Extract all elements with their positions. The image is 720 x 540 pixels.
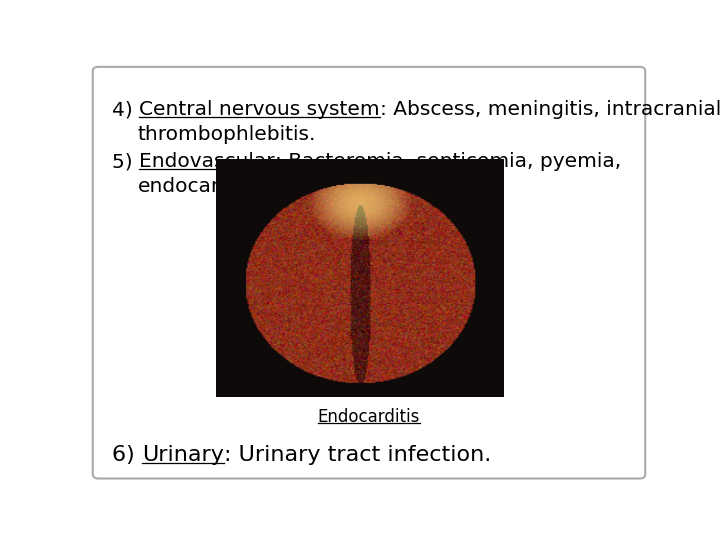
Text: 5): 5): [112, 152, 140, 171]
Text: : Urinary tract infection.: : Urinary tract infection.: [224, 446, 491, 465]
Text: Central nervous system: Central nervous system: [140, 100, 380, 119]
Text: 4): 4): [112, 100, 140, 119]
Text: : Bacteremia, septicemia, pyemia,: : Bacteremia, septicemia, pyemia,: [275, 152, 621, 171]
Text: : Abscess, meningitis, intracranial: : Abscess, meningitis, intracranial: [380, 100, 720, 119]
Text: Endocarditis: Endocarditis: [318, 408, 420, 426]
Text: endocarditis.: endocarditis.: [138, 177, 268, 196]
Text: thrombophlebitis.: thrombophlebitis.: [138, 125, 316, 144]
FancyBboxPatch shape: [93, 67, 645, 478]
Text: Endovascular: Endovascular: [140, 152, 275, 171]
Text: 6): 6): [112, 446, 142, 465]
Text: Urinary: Urinary: [142, 446, 224, 465]
